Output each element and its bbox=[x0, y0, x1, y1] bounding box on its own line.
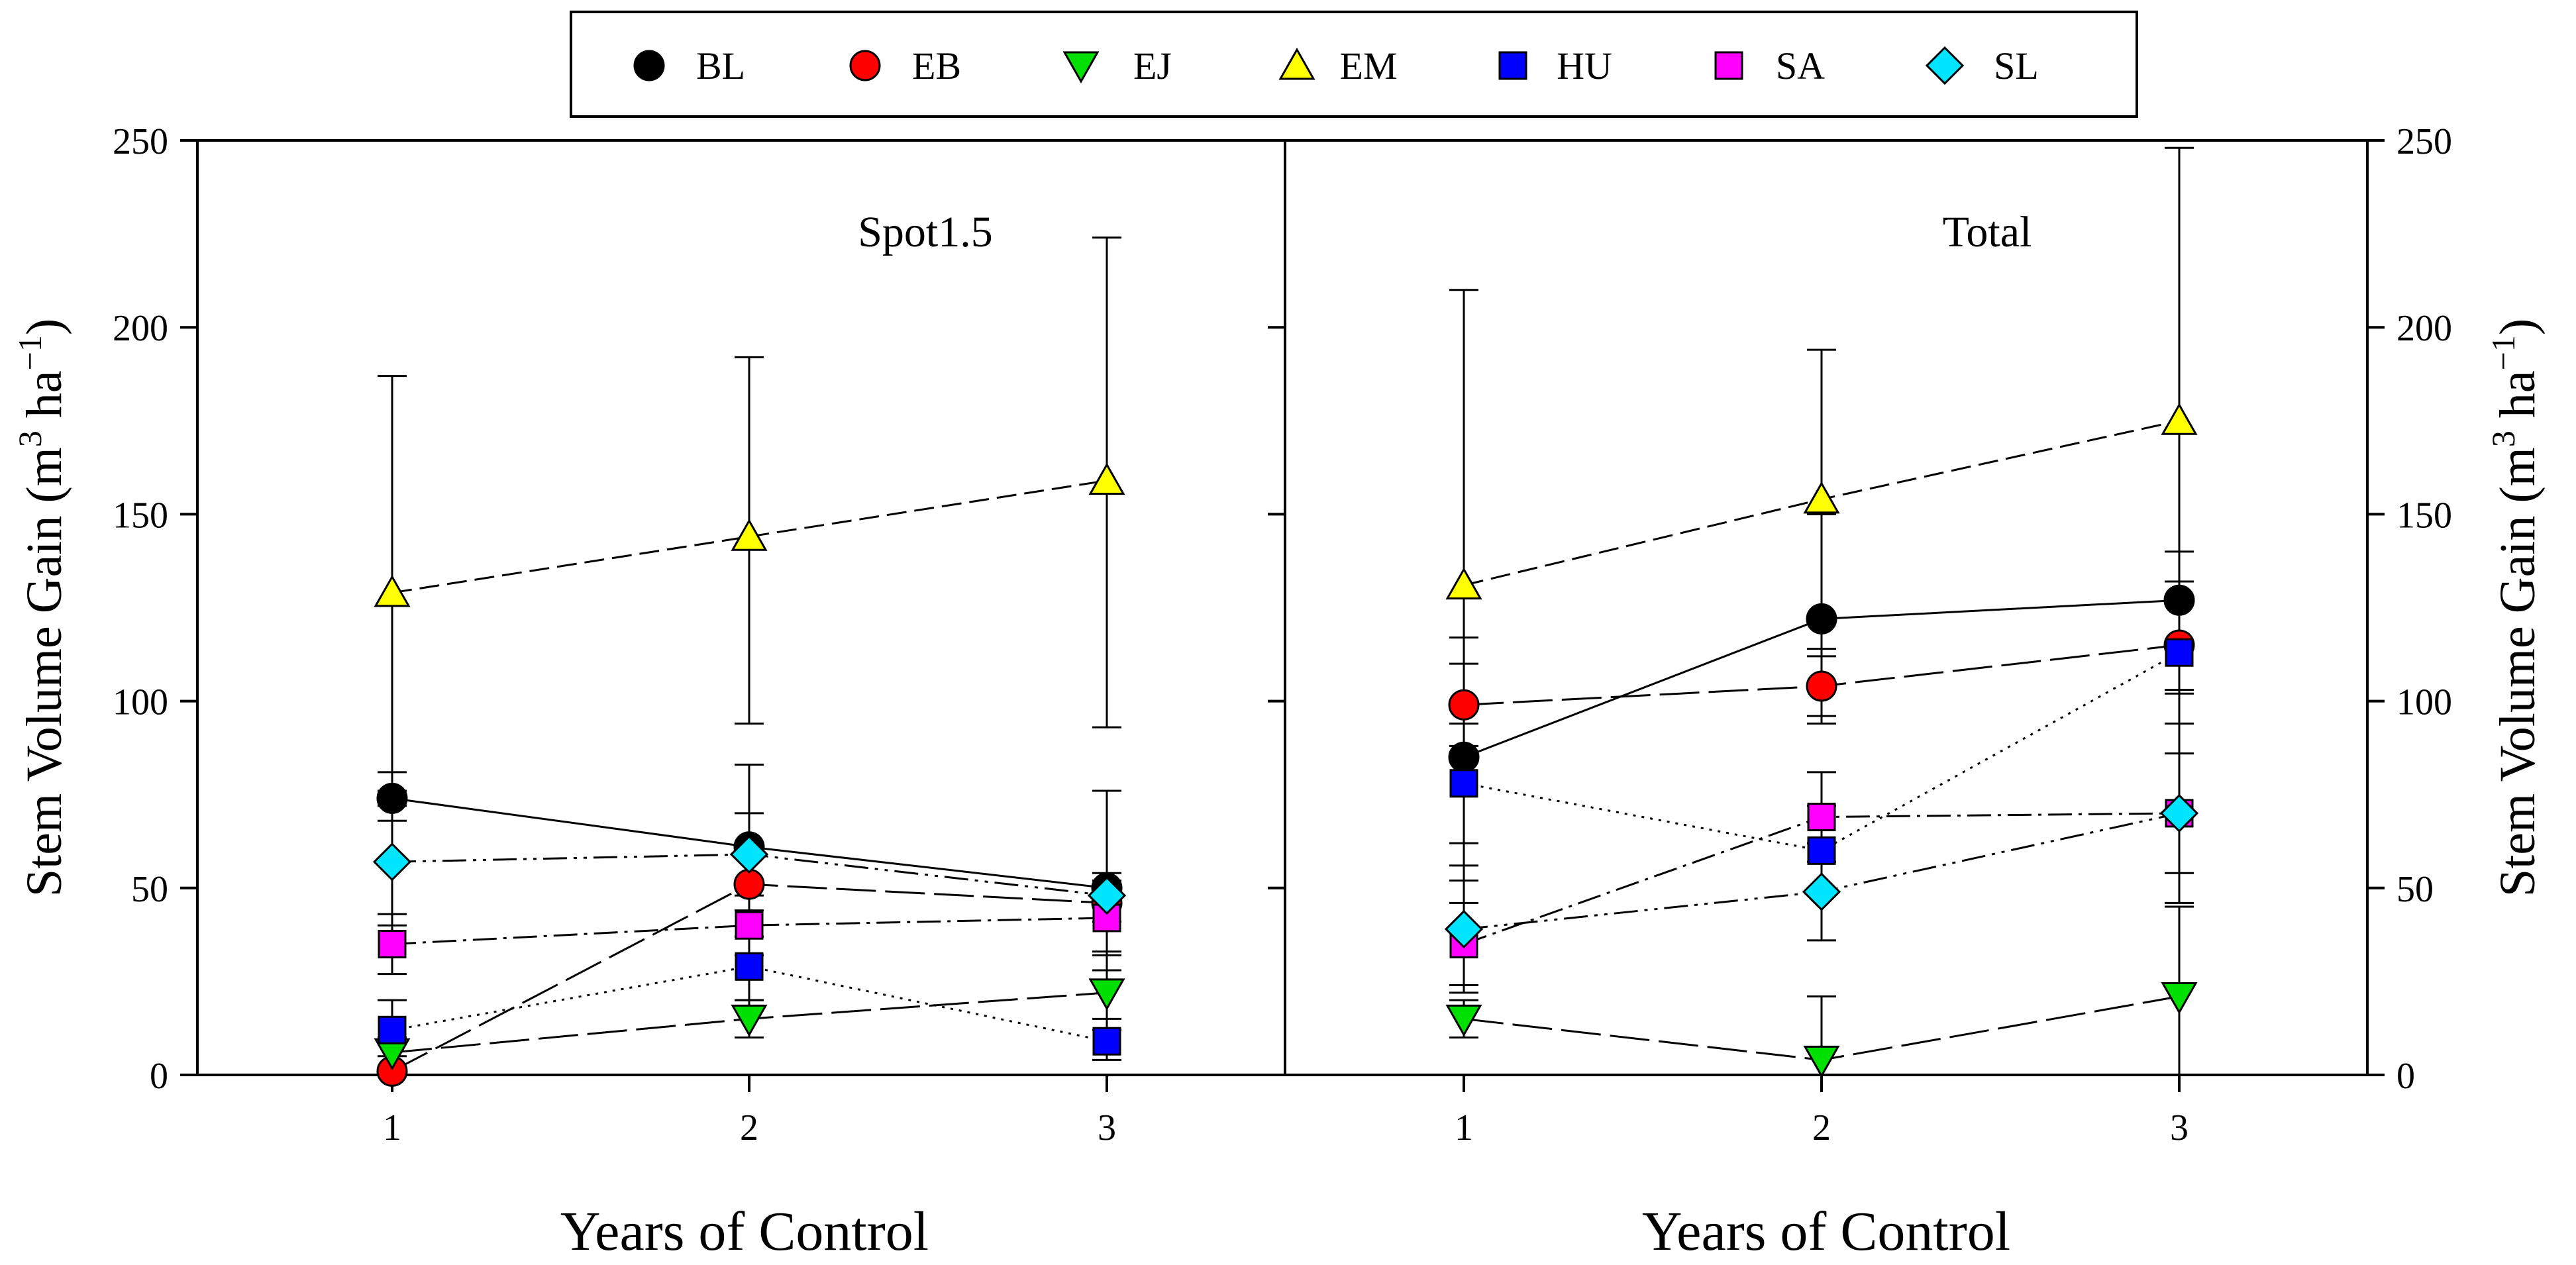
data-point-hu bbox=[2165, 638, 2194, 667]
data-point-eb bbox=[1806, 670, 1837, 702]
legend-label-sa: SA bbox=[1776, 44, 1825, 87]
x-axis-label: Years of Control bbox=[1642, 1201, 2010, 1262]
data-point-sl bbox=[372, 842, 412, 882]
data-point-hu bbox=[735, 952, 764, 981]
panel-total bbox=[1284, 139, 2385, 1092]
data-point-ej bbox=[1088, 978, 1125, 1011]
data-point-sl bbox=[1444, 909, 1484, 949]
data-point-sl bbox=[2159, 793, 2199, 833]
legend-marker-bl bbox=[633, 50, 665, 81]
y-tick-label: 150 bbox=[2396, 495, 2452, 536]
data-point-em bbox=[2161, 403, 2198, 435]
series-points bbox=[372, 462, 1127, 1087]
legend: BL EB EJ EM HU SA SL bbox=[570, 11, 2138, 118]
y-tick-label: 250 bbox=[113, 121, 168, 162]
series-line-em bbox=[391, 480, 1108, 594]
x-tick-label: 2 bbox=[740, 1107, 758, 1148]
x-tick-label: 1 bbox=[383, 1107, 401, 1148]
y-tick-label: 150 bbox=[113, 495, 168, 536]
data-point-ej bbox=[1445, 1004, 1482, 1037]
error-bars bbox=[378, 236, 1121, 1069]
data-point-em bbox=[374, 574, 411, 607]
data-point-hu bbox=[378, 1015, 407, 1044]
legend-marker-ej bbox=[1062, 51, 1100, 84]
legend-marker-em bbox=[1278, 47, 1315, 80]
legend-label-ej: EJ bbox=[1133, 44, 1172, 87]
data-point-ej bbox=[2161, 982, 2198, 1015]
data-point-bl bbox=[1806, 603, 1837, 634]
data-point-eb bbox=[733, 868, 765, 900]
y-tick-label: 0 bbox=[150, 1056, 168, 1097]
data-point-sa bbox=[1092, 903, 1121, 933]
data-point-ej bbox=[1803, 1045, 1840, 1078]
data-point-sl bbox=[1802, 872, 1841, 911]
y-tick-label: 0 bbox=[2396, 1056, 2415, 1097]
data-point-em bbox=[1445, 567, 1482, 600]
legend-label-bl: BL bbox=[696, 44, 745, 87]
data-point-eb bbox=[1448, 689, 1480, 721]
data-point-sl bbox=[1087, 876, 1127, 915]
legend-marker-sl bbox=[1925, 46, 1965, 85]
legend-label-em: EM bbox=[1340, 44, 1398, 87]
data-point-sa bbox=[1807, 803, 1836, 832]
data-point-hu bbox=[1449, 769, 1478, 798]
data-point-em bbox=[731, 519, 768, 551]
panel-spot1-5 bbox=[180, 139, 1286, 1092]
panel-title: Spot1.5 bbox=[858, 208, 993, 256]
legend-marker-hu bbox=[1498, 51, 1527, 80]
plot-panels bbox=[180, 139, 2385, 1092]
y-tick-label: 200 bbox=[113, 308, 168, 349]
x-axis-label: Years of Control bbox=[560, 1201, 929, 1262]
data-point-bl bbox=[376, 782, 408, 814]
x-tick-label: 2 bbox=[1812, 1107, 1831, 1148]
data-point-sa bbox=[735, 911, 764, 940]
data-point-hu bbox=[1092, 1027, 1121, 1056]
legend-marker-sa bbox=[1714, 51, 1743, 80]
data-point-sl bbox=[729, 835, 769, 874]
data-point-bl bbox=[1448, 741, 1480, 773]
data-point-bl bbox=[2163, 584, 2195, 616]
plot-frame bbox=[1284, 139, 2369, 1076]
y-tick-label: 100 bbox=[2396, 682, 2452, 723]
x-tick-label: 3 bbox=[1098, 1107, 1116, 1148]
y-axis-label: Stem Volume Gain (m3 ha−1) bbox=[11, 319, 72, 897]
legend-label-eb: EB bbox=[912, 44, 961, 87]
panel-title: Total bbox=[1943, 208, 2032, 256]
legend-box bbox=[570, 11, 2138, 118]
y-axis-label: Stem Volume Gain (m3 ha−1) bbox=[2485, 319, 2546, 897]
x-tick-label: 1 bbox=[1455, 1107, 1473, 1148]
x-tick-label: 3 bbox=[2170, 1107, 2189, 1148]
data-point-hu bbox=[1807, 836, 1836, 865]
y-tick-label: 50 bbox=[2396, 869, 2434, 910]
series-points bbox=[1444, 403, 2199, 1078]
y-tick-label: 50 bbox=[131, 869, 168, 910]
y-tick-label: 100 bbox=[113, 682, 168, 723]
data-point-em bbox=[1088, 462, 1125, 495]
y-tick-label: 250 bbox=[2396, 121, 2452, 162]
data-point-sa bbox=[378, 929, 407, 958]
legend-label-sl: SL bbox=[1994, 44, 2039, 87]
legend-marker-eb bbox=[849, 50, 881, 81]
data-point-ej bbox=[731, 1004, 768, 1037]
data-point-em bbox=[1803, 481, 1840, 514]
y-tick-label: 200 bbox=[2396, 308, 2452, 349]
legend-label-hu: HU bbox=[1557, 44, 1612, 87]
